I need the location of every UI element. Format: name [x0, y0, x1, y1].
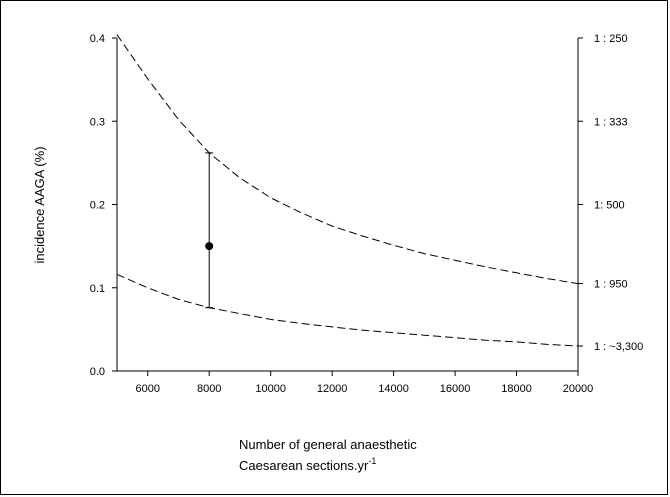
right-axis-label: 1 : 333	[594, 116, 628, 128]
x-axis-title-line1: Number of general anaesthetic	[239, 437, 417, 452]
y-tick-label: 0.3	[90, 116, 105, 128]
x-axis-title-line2: Caesarean sections.yr-1	[239, 456, 376, 473]
x-tick-label: 8000	[197, 383, 221, 395]
right-axis-label: 1 : 950	[594, 279, 628, 291]
series-line	[116, 34, 579, 285]
x-tick-label: 18000	[501, 383, 532, 395]
data-point	[205, 242, 214, 251]
x-tick-label: 16000	[440, 383, 471, 395]
y-axis-title: incidence AAGA (%)	[32, 146, 47, 263]
series-line	[116, 273, 579, 347]
x-tick-label: 12000	[317, 383, 348, 395]
y-tick-label: 0.0	[90, 366, 105, 378]
series-group	[116, 34, 579, 347]
x-tick-label: 20000	[563, 383, 594, 395]
y-tick-label: 0.1	[90, 283, 105, 295]
error-point-group	[205, 152, 214, 309]
y-tick-label: 0.4	[90, 33, 105, 45]
x-axis-title-base: Caesarean sections.yr	[239, 458, 369, 473]
x-axis-title-superscript: -1	[368, 456, 376, 466]
axes: 0.0 0.1 0.2 0.3 0.4 6000 8000 10000 12000 14000 16…	[90, 33, 644, 395]
y-tick-label: 0.2	[90, 200, 105, 212]
x-tick-label: 14000	[378, 383, 409, 395]
x-tick-label: 10000	[255, 383, 286, 395]
right-axis-label: 1 : ~3,300	[594, 341, 643, 353]
x-tick-label: 6000	[135, 383, 159, 395]
right-axis-label: 1 : 250	[594, 33, 628, 45]
right-axis-label: 1: 500	[594, 200, 625, 212]
